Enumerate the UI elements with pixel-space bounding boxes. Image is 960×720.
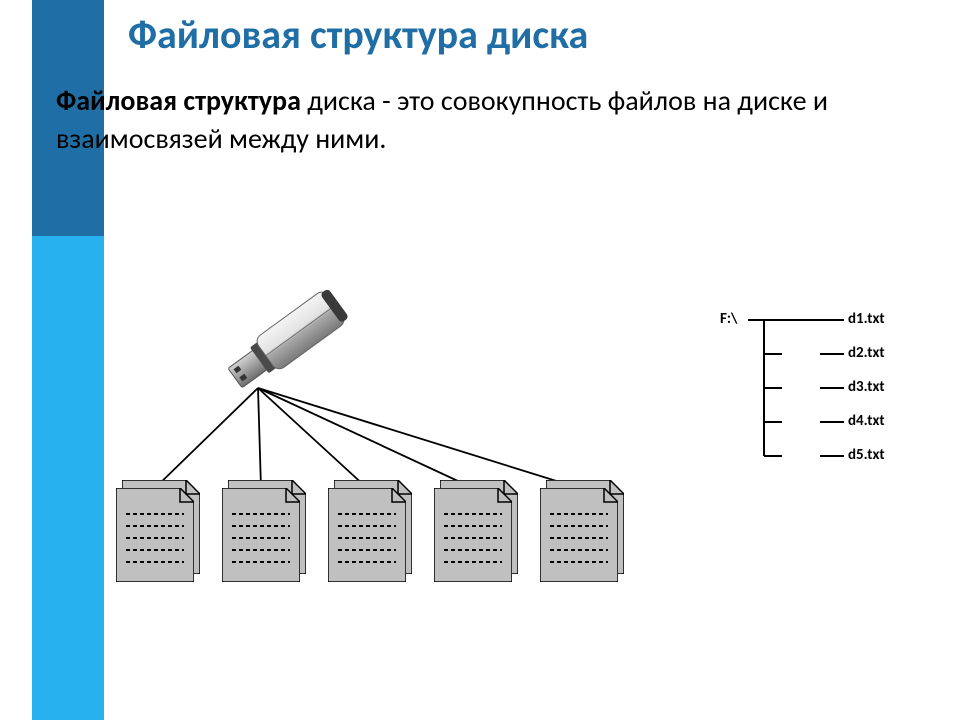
tree-leaf-label: d3.txt	[848, 378, 885, 396]
file-icon	[222, 480, 310, 584]
file-icon	[328, 480, 416, 584]
tree-leaf-label: d5.txt	[848, 446, 885, 464]
slide-title: Файловая структура диска	[128, 10, 588, 59]
definition-term: Файловая структура	[56, 83, 301, 118]
file-icons-row	[116, 480, 656, 590]
file-icon	[434, 480, 522, 584]
definition-text: Файловая структура диска - это совокупно…	[56, 82, 896, 158]
usb-drive-icon	[204, 280, 364, 400]
tree-leaf-label: d2.txt	[848, 344, 885, 362]
tree-root-label: F:\	[720, 310, 737, 328]
tree-leaf-label: d1.txt	[848, 310, 885, 328]
tree-leaf-label: d4.txt	[848, 412, 885, 430]
file-icon	[116, 480, 204, 584]
file-tree: F:\ d1.txt d2.txt d3.txt d4.txt d5.txt	[720, 310, 930, 510]
sidebar-accent-bottom	[32, 236, 104, 720]
file-icon	[540, 480, 628, 584]
